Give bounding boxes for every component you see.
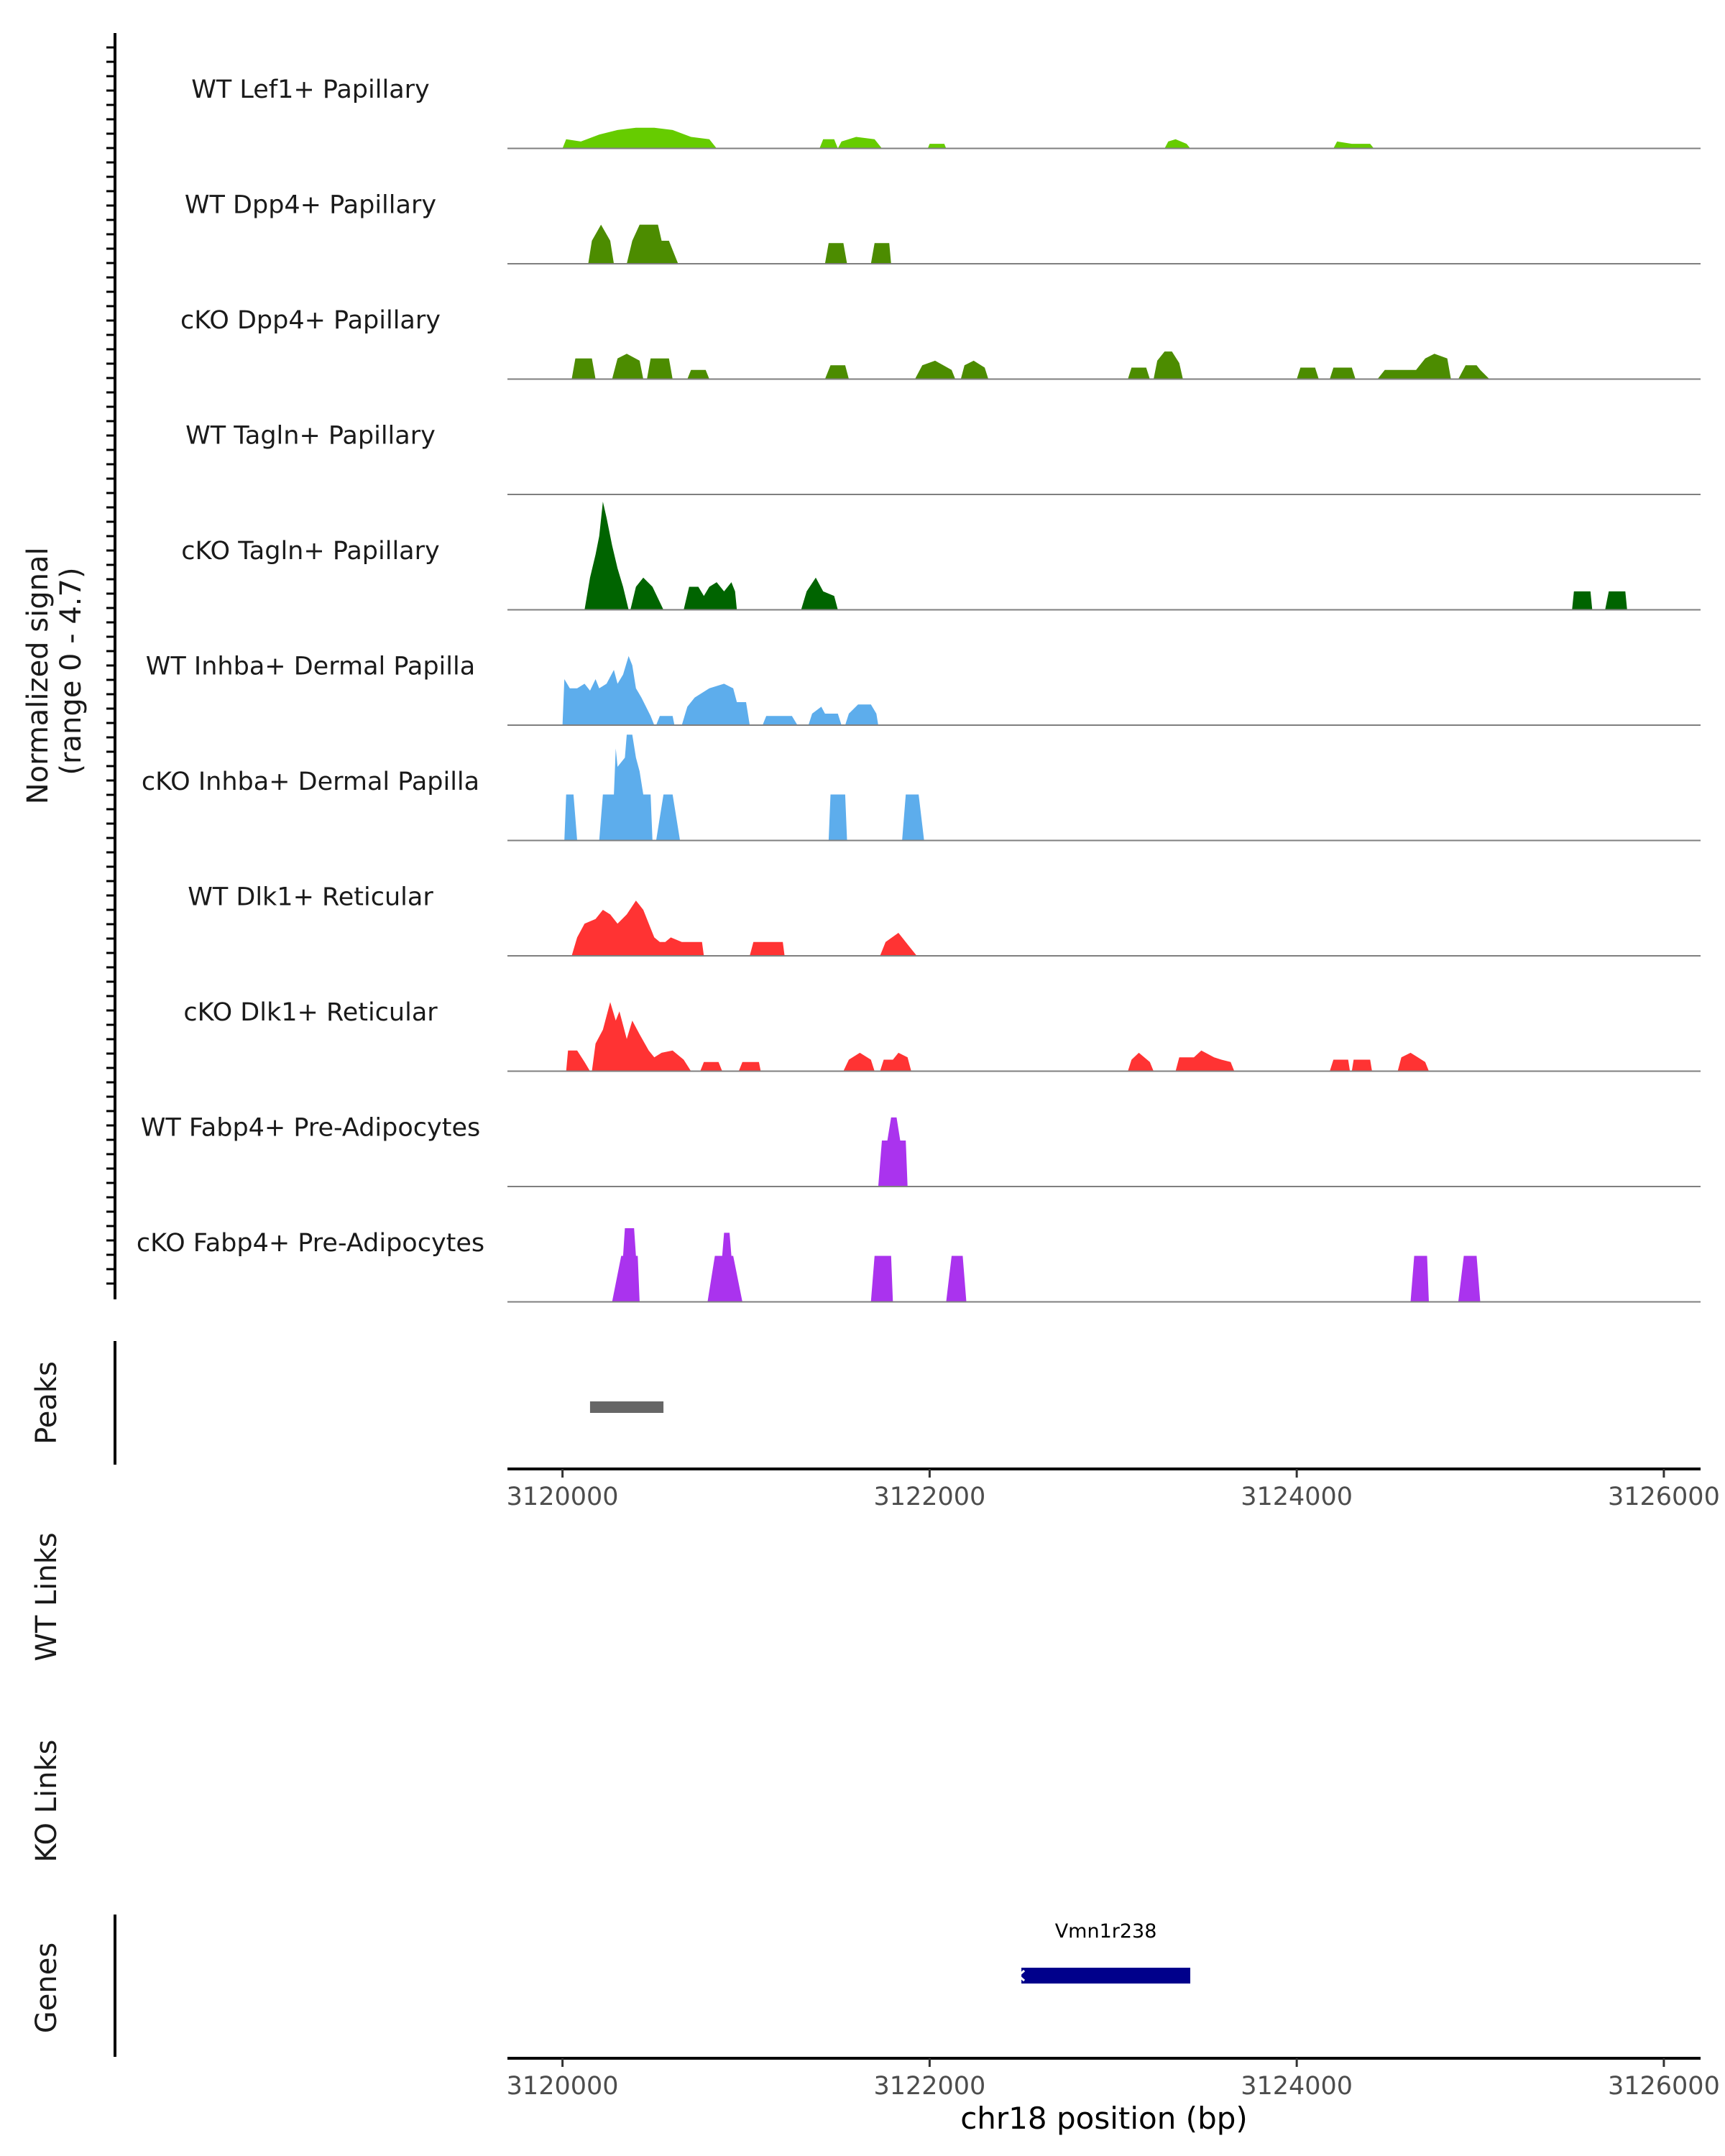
- gene-strand-arrow: [1016, 1969, 1026, 1982]
- x-tick-label: 3126000: [1608, 1483, 1720, 1511]
- coverage-area: [564, 734, 924, 841]
- signal-axis-ticks: [106, 46, 115, 1285]
- track-3: cKO Dpp4+ Papillary: [180, 306, 1701, 380]
- peak-regions: [589, 1401, 664, 1413]
- track-1: WT Lef1+ Papillary: [191, 75, 1701, 149]
- track-2: WT Dpp4+ Papillary: [185, 191, 1701, 264]
- x-tick-label: 3122000: [873, 1483, 985, 1511]
- x-tick-label: 3124000: [1241, 1483, 1353, 1511]
- signal-axis-label-line1: Normalized signal: [22, 547, 55, 804]
- track-10: WT Fabp4+ Pre-Adipocytes: [141, 1114, 1701, 1187]
- coverage-tracks: WT Lef1+ Papillary WT Dpp4+ Papillary cKO …: [137, 75, 1701, 1303]
- coverage-area: [588, 224, 891, 264]
- coverage-area: [584, 502, 1627, 610]
- coverage-area: [562, 655, 878, 725]
- x-axis-top: 3120000 3122000 3124000 3126000: [507, 1468, 1720, 1511]
- track-label: cKO Dpp4+ Papillary: [180, 306, 441, 335]
- gene-models: Vmn1r238: [1016, 1920, 1191, 1984]
- genes-track: Genes Vmn1r238: [30, 1915, 1191, 2057]
- track-11: cKO Fabp4+ Pre-Adipocytes: [137, 1228, 1701, 1303]
- signal-axis: Normalized signal (range 0 - 4.7): [22, 33, 116, 1299]
- coverage-area: [571, 900, 917, 956]
- track-label: cKO Tagln+ Papillary: [181, 537, 440, 566]
- x-tick-label: 3126000: [1608, 2072, 1720, 2101]
- track-9: cKO Dlk1+ Reticular: [183, 998, 1701, 1072]
- track-label: cKO Inhba+ Dermal Papilla: [142, 768, 479, 796]
- track-label: WT Tagln+ Papillary: [185, 422, 436, 451]
- signal-axis-title: Normalized signal (range 0 - 4.7): [22, 538, 88, 805]
- coverage-area: [571, 351, 1491, 379]
- track-label: WT Dpp4+ Papillary: [185, 191, 436, 220]
- coverage-area: [566, 1002, 1430, 1072]
- track-label: cKO Dlk1+ Reticular: [183, 998, 438, 1027]
- genes-track-label: Genes: [30, 1943, 63, 2033]
- signal-axis-label-line2: (range 0 - 4.7): [55, 567, 88, 775]
- peaks-track-label: Peaks: [30, 1361, 63, 1445]
- x-tick-label: 3120000: [507, 2072, 619, 2101]
- track-5: cKO Tagln+ Papillary: [181, 502, 1701, 611]
- gene-body: [1021, 1968, 1191, 1984]
- ko-links-track-label: KO Links: [30, 1740, 63, 1863]
- track-label: WT Fabp4+ Pre-Adipocytes: [141, 1114, 480, 1143]
- track-label: WT Lef1+ Papillary: [191, 75, 430, 104]
- track-4: WT Tagln+ Papillary: [185, 422, 1701, 495]
- track-7: cKO Inhba+ Dermal Papilla: [142, 734, 1701, 842]
- track-8: WT Dlk1+ Reticular: [188, 883, 1701, 957]
- track-label: WT Inhba+ Dermal Papilla: [146, 653, 475, 681]
- peak-region: [589, 1401, 664, 1413]
- peaks-track: Peaks: [30, 1341, 664, 1465]
- coverage-area: [878, 1117, 908, 1187]
- x-tick-label: 3120000: [507, 1483, 619, 1511]
- gene-label: Vmn1r238: [1055, 1920, 1157, 1943]
- x-axis-title: chr18 position (bp): [960, 2101, 1248, 2136]
- x-axis-bottom: chr18 position (bp) 3120000 3122000 312400…: [507, 2057, 1720, 2136]
- wt-links-track-label: WT Links: [30, 1532, 63, 1661]
- track-label: cKO Fabp4+ Pre-Adipocytes: [137, 1229, 484, 1258]
- coverage-area: [562, 127, 1374, 149]
- links-tracks: WT Links KO Links: [30, 1532, 63, 1862]
- x-tick-label: 3122000: [873, 2072, 985, 2101]
- x-tick-label: 3124000: [1241, 2072, 1353, 2101]
- track-6: WT Inhba+ Dermal Papilla: [146, 653, 1701, 726]
- track-label: WT Dlk1+ Reticular: [188, 883, 433, 912]
